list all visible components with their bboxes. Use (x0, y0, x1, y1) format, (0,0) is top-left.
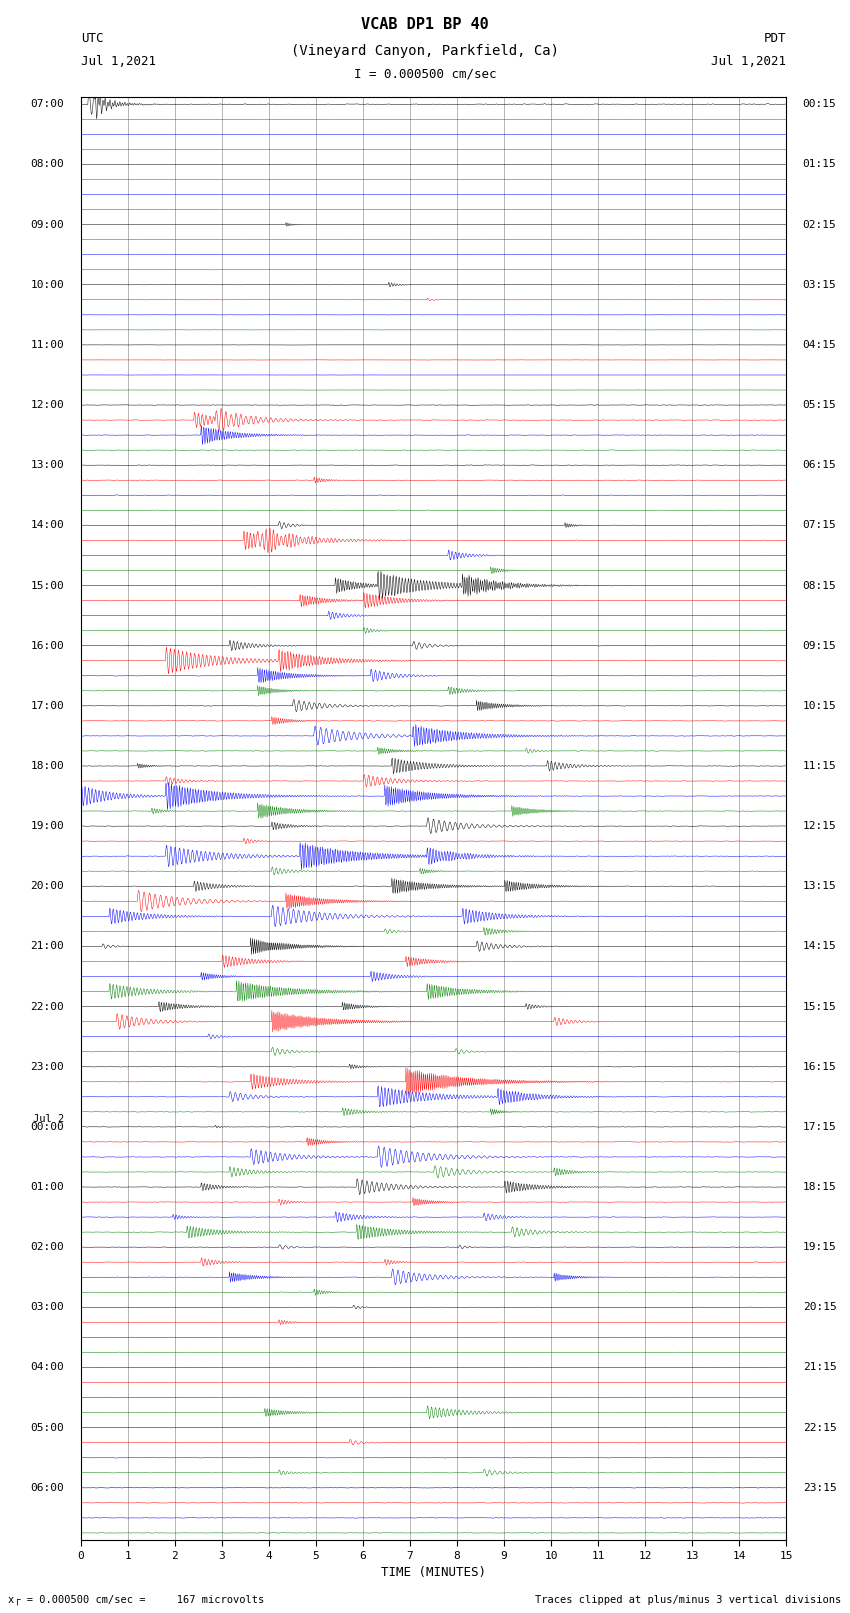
Text: 18:00: 18:00 (31, 761, 65, 771)
Text: 16:15: 16:15 (802, 1061, 836, 1071)
Text: Traces clipped at plus/minus 3 vertical divisions: Traces clipped at plus/minus 3 vertical … (536, 1595, 842, 1605)
Text: 09:00: 09:00 (31, 219, 65, 229)
Text: 00:15: 00:15 (802, 100, 836, 110)
Text: 23:15: 23:15 (802, 1482, 836, 1492)
Text: 13:00: 13:00 (31, 460, 65, 471)
Text: VCAB DP1 BP 40: VCAB DP1 BP 40 (361, 18, 489, 32)
Text: 22:15: 22:15 (802, 1423, 836, 1432)
Text: 08:00: 08:00 (31, 160, 65, 169)
Text: 10:15: 10:15 (802, 700, 836, 711)
Text: 16:00: 16:00 (31, 640, 65, 650)
Text: 13:15: 13:15 (802, 881, 836, 892)
Text: 08:15: 08:15 (802, 581, 836, 590)
Text: Jul 1,2021: Jul 1,2021 (81, 55, 156, 68)
Text: 02:00: 02:00 (31, 1242, 65, 1252)
Text: 02:15: 02:15 (802, 219, 836, 229)
Text: 11:15: 11:15 (802, 761, 836, 771)
Text: 19:15: 19:15 (802, 1242, 836, 1252)
Text: 20:15: 20:15 (802, 1302, 836, 1313)
X-axis label: TIME (MINUTES): TIME (MINUTES) (381, 1566, 486, 1579)
Text: 12:00: 12:00 (31, 400, 65, 410)
Text: 21:15: 21:15 (802, 1363, 836, 1373)
Text: 22:00: 22:00 (31, 1002, 65, 1011)
Text: 11:00: 11:00 (31, 340, 65, 350)
Text: Jul 1,2021: Jul 1,2021 (711, 55, 786, 68)
Text: x┌ = 0.000500 cm/sec =     167 microvolts: x┌ = 0.000500 cm/sec = 167 microvolts (8, 1594, 264, 1605)
Text: 05:00: 05:00 (31, 1423, 65, 1432)
Text: 06:00: 06:00 (31, 1482, 65, 1492)
Text: 15:15: 15:15 (802, 1002, 836, 1011)
Text: 18:15: 18:15 (802, 1182, 836, 1192)
Text: 12:15: 12:15 (802, 821, 836, 831)
Text: 04:00: 04:00 (31, 1363, 65, 1373)
Text: 00:00: 00:00 (31, 1123, 65, 1132)
Text: 03:00: 03:00 (31, 1302, 65, 1313)
Text: 10:00: 10:00 (31, 279, 65, 290)
Text: UTC: UTC (81, 32, 103, 45)
Text: Jul 2: Jul 2 (33, 1113, 65, 1124)
Text: 06:15: 06:15 (802, 460, 836, 471)
Text: 07:00: 07:00 (31, 100, 65, 110)
Text: 04:15: 04:15 (802, 340, 836, 350)
Text: 21:00: 21:00 (31, 942, 65, 952)
Text: 14:15: 14:15 (802, 942, 836, 952)
Text: 14:00: 14:00 (31, 521, 65, 531)
Text: I = 0.000500 cm/sec: I = 0.000500 cm/sec (354, 68, 496, 81)
Text: PDT: PDT (764, 32, 786, 45)
Text: 07:15: 07:15 (802, 521, 836, 531)
Text: 05:15: 05:15 (802, 400, 836, 410)
Text: 01:00: 01:00 (31, 1182, 65, 1192)
Text: 23:00: 23:00 (31, 1061, 65, 1071)
Text: 03:15: 03:15 (802, 279, 836, 290)
Text: 15:00: 15:00 (31, 581, 65, 590)
Text: 09:15: 09:15 (802, 640, 836, 650)
Text: 19:00: 19:00 (31, 821, 65, 831)
Text: 17:15: 17:15 (802, 1123, 836, 1132)
Text: 17:00: 17:00 (31, 700, 65, 711)
Text: 01:15: 01:15 (802, 160, 836, 169)
Text: (Vineyard Canyon, Parkfield, Ca): (Vineyard Canyon, Parkfield, Ca) (291, 44, 559, 58)
Text: 20:00: 20:00 (31, 881, 65, 892)
